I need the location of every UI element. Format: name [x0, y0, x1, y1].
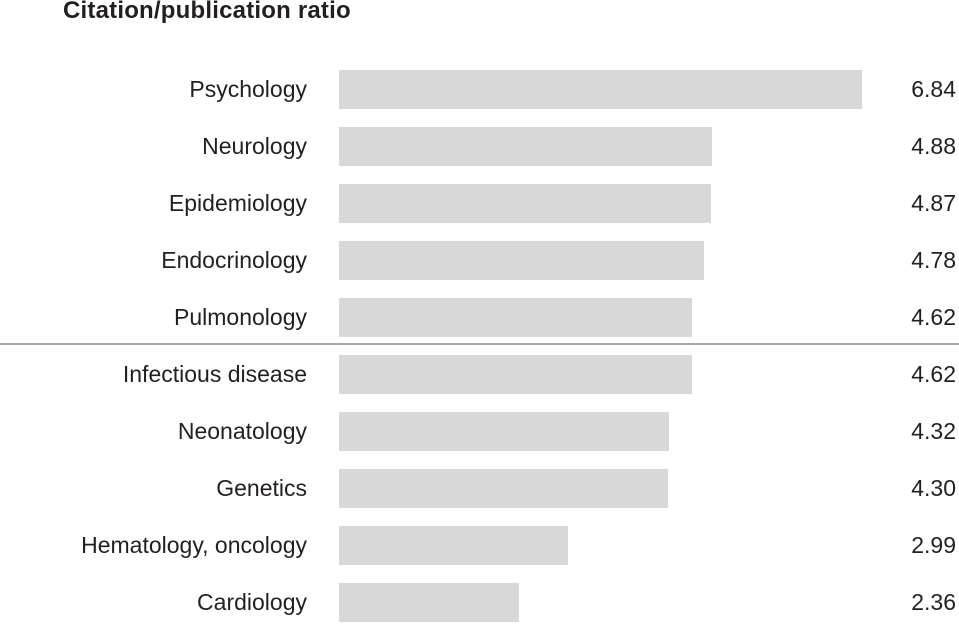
bar-value: 6.84 — [911, 76, 956, 102]
bar-label: Infectious disease — [122, 361, 307, 387]
bar-label: Genetics — [216, 475, 307, 501]
bar-row: Hematology, oncology 2.99 — [0, 517, 959, 574]
bar-value: 2.99 — [911, 532, 956, 558]
bar-label: Hematology, oncology — [81, 532, 307, 558]
bar-value: 4.87 — [911, 190, 956, 216]
bar-label: Pulmonology — [174, 304, 307, 330]
bar-label: Endocrinology — [161, 247, 307, 273]
bar-value: 4.88 — [911, 133, 956, 159]
bar — [339, 469, 668, 508]
bar — [339, 298, 692, 337]
bar-value: 4.62 — [911, 304, 956, 330]
bar-value: 4.78 — [911, 247, 956, 273]
group-divider-line — [0, 343, 959, 345]
bar-rows: Psychology 6.84 Neurology 4.88 Epidemiology 4… — [0, 61, 959, 626]
bar-row: Genetics 4.30 — [0, 460, 959, 517]
bar-row: Endocrinology 4.78 — [0, 232, 959, 289]
bar-row: Cardiology 2.36 — [0, 574, 959, 626]
bar-row: Neurology 4.88 — [0, 118, 959, 175]
bar-label: Neurology — [202, 133, 307, 159]
bar — [339, 412, 669, 451]
bar — [339, 241, 704, 280]
bar-value: 2.36 — [911, 589, 956, 615]
bar-value: 4.62 — [911, 361, 956, 387]
bar-row: Psychology 6.84 — [0, 61, 959, 118]
bar-row: Infectious disease 4.62 — [0, 346, 959, 403]
bar — [339, 583, 519, 622]
bar — [339, 526, 568, 565]
bar — [339, 355, 692, 394]
bar — [339, 184, 711, 223]
bar-label: Cardiology — [197, 589, 307, 615]
bar-value: 4.32 — [911, 418, 956, 444]
bar — [339, 127, 712, 166]
bar-row: Epidemiology 4.87 — [0, 175, 959, 232]
bar-row: Pulmonology 4.62 — [0, 289, 959, 346]
chart-title: Citation/publication ratio — [63, 0, 351, 24]
bar-label: Epidemiology — [168, 190, 307, 216]
bar-value: 4.30 — [911, 475, 956, 501]
bar-row: Neonatology 4.32 — [0, 403, 959, 460]
bar — [339, 70, 862, 109]
bar-label: Neonatology — [177, 418, 307, 444]
bar-label: Psychology — [189, 76, 307, 102]
